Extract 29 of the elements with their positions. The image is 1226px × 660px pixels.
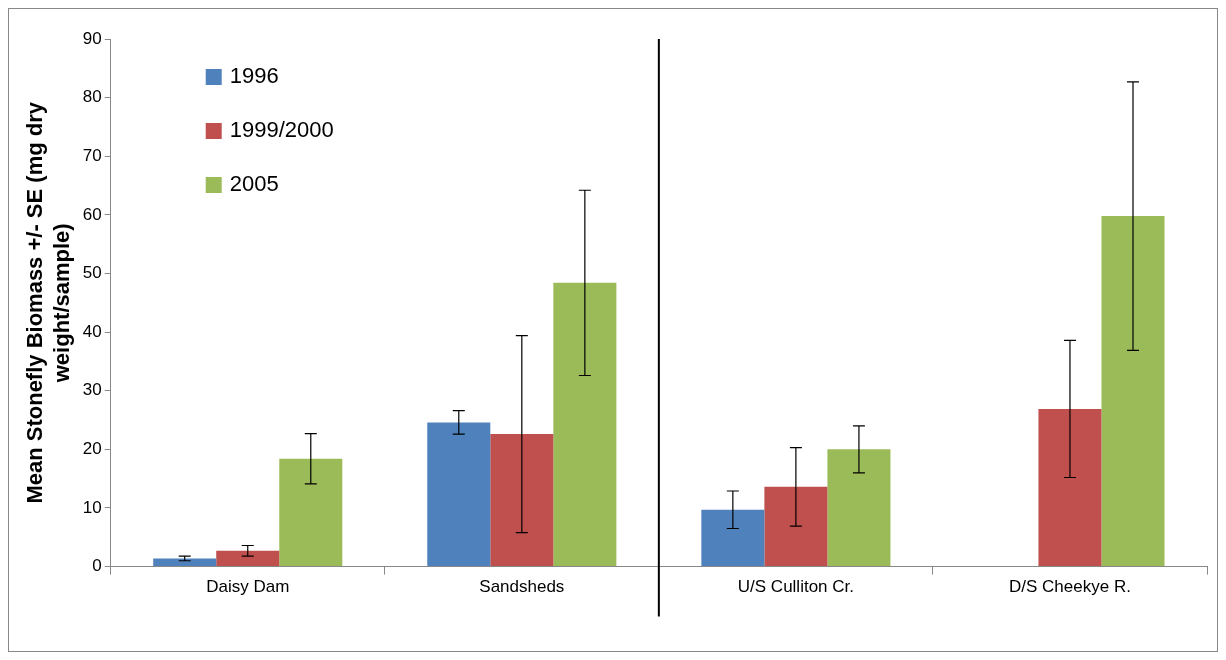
y-tick-label: 60 <box>82 204 102 224</box>
bar <box>764 486 828 567</box>
bar <box>827 449 891 567</box>
x-tick-label: U/S Culliton Cr. <box>737 577 854 597</box>
bar <box>427 422 491 567</box>
y-tick-label: 70 <box>82 145 102 165</box>
y-tick-label: 90 <box>82 28 102 48</box>
bar <box>216 550 280 567</box>
x-tick-label: Sandsheds <box>479 577 565 597</box>
legend-label: 2005 <box>229 171 279 197</box>
x-tick-label: Daisy Dam <box>206 577 290 597</box>
x-tick-label: D/S Cheekye R. <box>1009 577 1131 597</box>
bar <box>153 558 217 567</box>
y-tick-label: 30 <box>82 380 102 400</box>
y-tick-label: 10 <box>82 497 102 517</box>
y-tick-label: 0 <box>92 556 102 576</box>
bar <box>279 458 343 567</box>
bar <box>1038 408 1102 567</box>
legend-label: 1996 <box>229 63 279 89</box>
bar <box>553 282 617 567</box>
bar <box>1101 216 1165 567</box>
bar <box>701 509 765 567</box>
y-tick-label: 50 <box>82 263 102 283</box>
y-tick-label: 20 <box>82 439 102 459</box>
legend-label: 1999/2000 <box>229 117 334 143</box>
bar <box>490 434 554 567</box>
y-tick-label: 80 <box>82 87 102 107</box>
y-axis-title: Mean Stonefly Biomass +/- SE (mg dry weight/sample) <box>22 101 74 504</box>
y-tick-label: 40 <box>82 321 102 341</box>
